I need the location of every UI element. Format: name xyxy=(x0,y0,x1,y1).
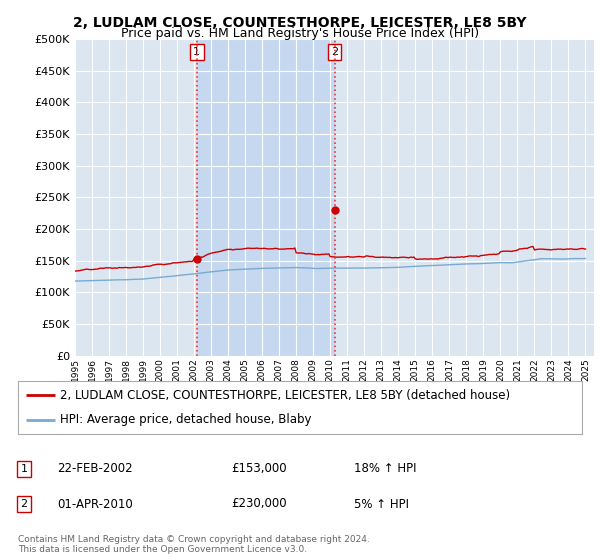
Text: Contains HM Land Registry data © Crown copyright and database right 2024.
This d: Contains HM Land Registry data © Crown c… xyxy=(18,535,370,554)
Text: Price paid vs. HM Land Registry's House Price Index (HPI): Price paid vs. HM Land Registry's House … xyxy=(121,27,479,40)
Text: 2: 2 xyxy=(20,499,28,509)
Text: 2, LUDLAM CLOSE, COUNTESTHORPE, LEICESTER, LE8 5BY: 2, LUDLAM CLOSE, COUNTESTHORPE, LEICESTE… xyxy=(73,16,527,30)
Text: 2: 2 xyxy=(331,47,338,57)
Text: £230,000: £230,000 xyxy=(231,497,287,511)
Text: 22-FEB-2002: 22-FEB-2002 xyxy=(57,462,133,475)
Text: 18% ↑ HPI: 18% ↑ HPI xyxy=(354,462,416,475)
Text: HPI: Average price, detached house, Blaby: HPI: Average price, detached house, Blab… xyxy=(60,413,312,426)
Text: 01-APR-2010: 01-APR-2010 xyxy=(57,497,133,511)
Text: 5% ↑ HPI: 5% ↑ HPI xyxy=(354,497,409,511)
Text: £153,000: £153,000 xyxy=(231,462,287,475)
Text: 1: 1 xyxy=(193,47,200,57)
Text: 2, LUDLAM CLOSE, COUNTESTHORPE, LEICESTER, LE8 5BY (detached house): 2, LUDLAM CLOSE, COUNTESTHORPE, LEICESTE… xyxy=(60,389,511,402)
Text: 1: 1 xyxy=(20,464,28,474)
Bar xyxy=(197,39,335,356)
